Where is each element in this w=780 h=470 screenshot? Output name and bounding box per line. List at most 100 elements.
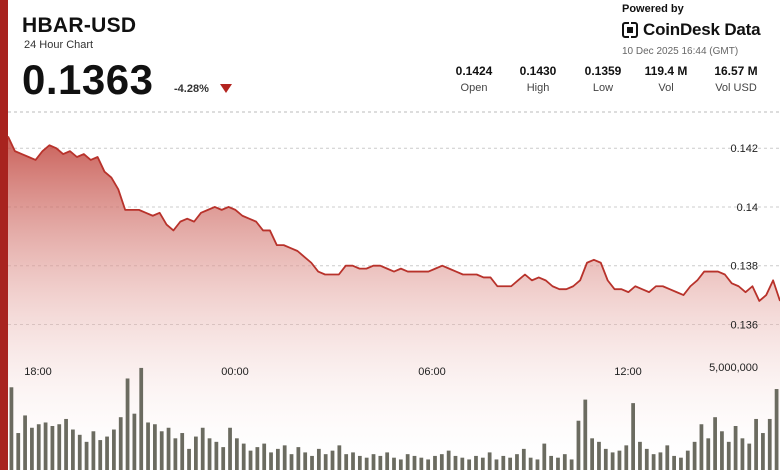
- y-tick-label: 0.138: [730, 261, 758, 273]
- down-arrow-icon: [220, 84, 232, 93]
- volume-bar: [112, 429, 116, 470]
- volume-bar: [57, 424, 62, 470]
- stat-vol: 119.4 M Vol: [631, 64, 701, 94]
- ticker-symbol: HBAR-USD: [22, 14, 137, 37]
- volume-bar: [228, 427, 232, 470]
- volume-bar: [412, 455, 417, 470]
- volume-bar: [706, 438, 711, 470]
- volume-bar: [132, 413, 137, 470]
- volume-bar: [357, 455, 362, 470]
- volume-bar: [467, 459, 472, 470]
- volume-bar: [754, 418, 758, 470]
- volume-bar: [617, 450, 622, 470]
- volume-bar: [269, 452, 273, 470]
- volume-bar: [528, 457, 533, 470]
- coindesk-icon: [622, 22, 638, 38]
- volume-bar: [303, 452, 308, 470]
- volume-bar: [398, 459, 403, 470]
- stat-label: Low: [592, 82, 614, 94]
- x-tick-label: 12:00: [614, 366, 642, 378]
- volume-bar: [576, 420, 581, 470]
- volume-bar: [426, 459, 431, 470]
- y-tick-label: 0.142: [730, 143, 758, 155]
- volume-bar: [508, 457, 513, 470]
- volume-bar: [747, 443, 752, 470]
- volume-bar: [480, 457, 485, 470]
- volume-bar: [385, 452, 390, 470]
- volume-bar: [180, 433, 185, 470]
- volume-bar: [71, 429, 75, 470]
- volume-bar: [323, 454, 328, 470]
- volume-bar: [453, 455, 458, 470]
- volume-bar: [30, 427, 34, 470]
- stat-high: 0.1430 High: [503, 64, 573, 94]
- volume-bar: [597, 441, 601, 470]
- stat-low: 0.1359 Low: [568, 64, 638, 94]
- stat-value: 0.1359: [584, 64, 622, 78]
- volume-bar: [364, 457, 369, 470]
- volume-bar: [105, 436, 109, 470]
- volume-bar: [419, 457, 424, 470]
- volume-bar: [631, 403, 635, 470]
- volume-bar: [255, 447, 260, 470]
- stat-label: High: [526, 82, 550, 94]
- volume-bar: [77, 434, 82, 470]
- volume-bar: [173, 438, 178, 470]
- volume-bar: [378, 455, 383, 470]
- volume-bar: [726, 441, 731, 470]
- volume-bar: [262, 443, 267, 470]
- brand-name: CoinDesk Data: [643, 20, 761, 39]
- stat-label: Vol: [658, 82, 674, 94]
- volume-bar: [50, 426, 55, 470]
- volume-bar: [166, 427, 171, 470]
- volume-bar: [638, 441, 642, 470]
- volume-bar: [658, 452, 663, 470]
- stat-open: 0.1424 Open: [439, 64, 509, 94]
- volume-bar: [542, 443, 547, 470]
- volume-bar: [501, 455, 506, 470]
- volume-bar: [446, 450, 451, 470]
- current-price: 0.1363: [22, 56, 154, 103]
- volume-bar: [296, 447, 301, 470]
- volume-bar: [153, 424, 157, 470]
- volume-bar: [521, 448, 526, 470]
- timestamp: 10 Dec 2025 16:44 (GMT): [622, 46, 739, 57]
- volume-bar: [562, 454, 567, 470]
- volume-bar: [685, 450, 690, 470]
- volume-bar: [733, 426, 738, 470]
- volume-bar: [699, 424, 704, 470]
- volume-bar: [187, 448, 191, 470]
- volume-bar: [221, 447, 226, 470]
- volume-bar: [672, 455, 676, 470]
- volume-bar: [515, 454, 519, 470]
- volume-bar: [36, 424, 41, 470]
- volume-bar: [679, 457, 683, 470]
- stat-label: Vol USD: [715, 82, 757, 94]
- volume-bar: [371, 454, 376, 470]
- volume-bar: [139, 367, 144, 470]
- volume-bar: [23, 415, 27, 470]
- volume-bar: [603, 448, 608, 470]
- volume-bar: [275, 448, 280, 470]
- volume-bar: [590, 438, 595, 470]
- x-tick-label: 06:00: [418, 366, 446, 378]
- volume-bar: [720, 431, 724, 470]
- volume-bar: [460, 457, 465, 470]
- volume-bar: [740, 438, 745, 470]
- volume-tick-label: 5,000,000: [709, 362, 758, 374]
- brand-logo: CoinDesk Data: [622, 20, 761, 40]
- volume-bar: [64, 418, 68, 470]
- volume-bar: [159, 431, 164, 470]
- volume-bar: [665, 445, 670, 470]
- powered-by-label: Powered by: [622, 3, 684, 15]
- stat-label: Open: [460, 82, 488, 94]
- volume-bar: [43, 422, 48, 470]
- x-tick-label: 00:00: [221, 366, 249, 378]
- volume-bar: [344, 454, 349, 470]
- stat-value: 119.4 M: [644, 64, 688, 78]
- price-line: [7, 136, 780, 302]
- volume-bar: [569, 459, 574, 470]
- volume-bar: [487, 452, 492, 470]
- volume-bar: [433, 455, 437, 470]
